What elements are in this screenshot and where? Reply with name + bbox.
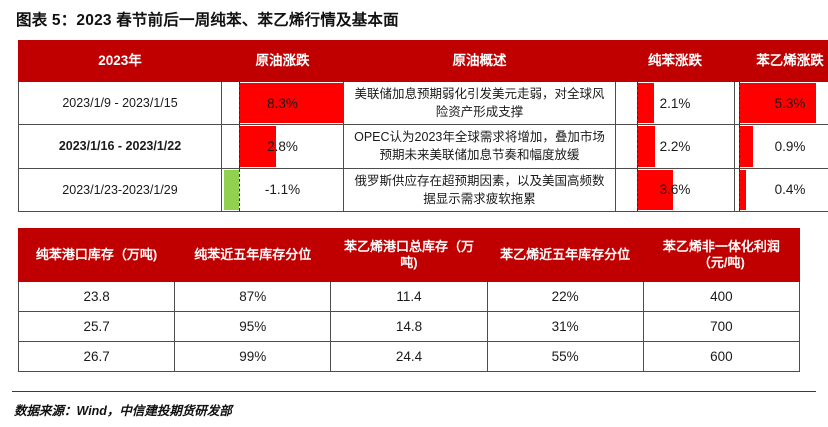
data-bar-benzene	[637, 83, 654, 124]
market-table: 2023年 原油涨跌 原油概述 纯苯涨跌 苯乙烯涨跌 2023/1/9 - 20…	[18, 40, 828, 212]
data-bar-benzene	[637, 126, 655, 167]
data-bar-oil	[238, 83, 343, 124]
column-header-styrene-port-stock: 苯乙烯港口总库存（万吨)	[330, 228, 488, 282]
cell-styrene-5y-quantile: 22%	[486, 281, 644, 312]
data-bar-styrene	[739, 83, 817, 124]
cell-benzene-change: 3.6%	[615, 167, 735, 212]
market-table-header: 2023年 原油涨跌 原油概述 纯苯涨跌 苯乙烯涨跌	[18, 40, 828, 82]
cell-oil-overview: 俄罗斯供应存在超预期因素，以及美国高频数据显示需求疲软拖累	[343, 167, 616, 212]
footer-divider	[12, 391, 816, 392]
bar-axis-line	[739, 169, 741, 211]
fundamentals-table: 纯苯港口库存（万吨) 纯苯近五年库存分位 苯乙烯港口总库存（万吨) 苯乙烯近五年…	[17, 228, 801, 372]
cell-oil-change: 8.3%	[221, 80, 344, 126]
data-bar-styrene	[739, 126, 753, 167]
cell-styrene-port-stock: 11.4	[330, 281, 488, 312]
cell-benzene-5y-quantile: 87%	[174, 281, 332, 312]
column-header-oil-change: 原油涨跌	[221, 40, 344, 82]
fundamentals-table-header: 纯苯港口库存（万吨) 纯苯近五年库存分位 苯乙烯港口总库存（万吨) 苯乙烯近五年…	[17, 228, 801, 282]
cell-styrene-change: 0.9%	[734, 124, 828, 169]
cell-benzene-port-stock: 25.7	[17, 311, 176, 342]
data-bar-styrene	[739, 169, 746, 210]
column-header-styrene-nonintegrated-profit: 苯乙烯非一体化利润（元/吨)	[642, 228, 801, 282]
period-label: 2023/1/9 - 2023/1/15	[62, 96, 178, 111]
cell-styrene-port-stock: 14.8	[330, 311, 488, 342]
table-header-row: 2023年 原油涨跌 原油概述 纯苯涨跌 苯乙烯涨跌	[18, 40, 828, 82]
styrene-change-value: 0.9%	[774, 138, 806, 154]
styrene-change-value: 5.3%	[774, 95, 806, 111]
bar-axis-line	[739, 82, 741, 124]
source-note: 数据来源：Wind，中信建投期货研发部	[14, 404, 232, 418]
oil-overview-text: 美联储加息预期弱化引发美元走弱，对全球风险资产形成支撑	[354, 87, 605, 120]
column-header-benzene-change: 纯苯涨跌	[615, 40, 735, 82]
cell-benzene-port-stock: 23.8	[17, 281, 176, 312]
column-header-benzene-5y-quantile: 纯苯近五年库存分位	[174, 228, 332, 282]
data-bar-oil-negative	[224, 169, 239, 210]
cell-oil-overview: OPEC认为2023年全球需求将增加，叠加市场预期未来美联储加息节奏和幅度放缓	[343, 124, 616, 169]
cell-styrene-change: 5.3%	[734, 80, 828, 126]
fundamentals-table-body: 23.8 87% 11.4 22% 400 25.7 95% 14.8 31% …	[17, 281, 801, 372]
cell-oil-change: -1.1%	[221, 167, 344, 212]
cell-styrene-5y-quantile: 31%	[486, 311, 644, 342]
column-header-oil-overview: 原油概述	[343, 40, 616, 82]
table-header-row: 纯苯港口库存（万吨) 纯苯近五年库存分位 苯乙烯港口总库存（万吨) 苯乙烯近五年…	[17, 228, 801, 282]
cell-oil-overview: 美联储加息预期弱化引发美元走弱，对全球风险资产形成支撑	[343, 80, 616, 126]
oil-overview-text: OPEC认为2023年全球需求将增加，叠加市场预期未来美联储加息节奏和幅度放缓	[354, 130, 605, 163]
column-header-styrene-change: 苯乙烯涨跌	[734, 40, 828, 82]
period-label: 2023/1/16 - 2023/1/22	[58, 139, 182, 154]
column-header-benzene-port-stock: 纯苯港口库存（万吨)	[17, 228, 176, 282]
page-title: 图表 5：2023 春节前后一周纯苯、苯乙烯行情及基本面	[16, 12, 399, 29]
period-label: 2023/1/23-2023/1/29	[62, 182, 178, 197]
benzene-change-value: 2.1%	[659, 95, 691, 111]
data-bar-oil	[238, 126, 277, 167]
bar-axis-line	[739, 125, 741, 167]
styrene-change-value: 0.4%	[774, 182, 806, 198]
cell-benzene-5y-quantile: 99%	[174, 341, 332, 372]
bar-axis-line	[238, 82, 240, 124]
oil-change-value: -1.1%	[264, 182, 301, 198]
benzene-change-value: 2.2%	[659, 138, 691, 154]
oil-change-value: 2.8%	[267, 138, 298, 154]
bar-axis-line	[637, 169, 639, 211]
cell-styrene-change: 0.4%	[734, 167, 828, 212]
bar-axis-line	[238, 125, 240, 167]
table-row: 2023/1/9 - 2023/1/15 8.3% 美联储加息预期弱化引发美元走…	[18, 80, 828, 126]
bar-axis-line	[637, 82, 639, 124]
data-bar-benzene	[637, 169, 673, 210]
benzene-change-value: 3.6%	[659, 182, 691, 198]
cell-styrene-nonintegrated-profit: 400	[642, 281, 801, 312]
cell-period: 2023/1/23-2023/1/29	[18, 167, 222, 212]
column-header-period: 2023年	[18, 40, 222, 82]
cell-styrene-nonintegrated-profit: 700	[642, 311, 801, 342]
cell-benzene-5y-quantile: 95%	[174, 311, 332, 342]
cell-styrene-5y-quantile: 55%	[486, 341, 644, 372]
cell-benzene-port-stock: 26.7	[17, 341, 176, 372]
cell-benzene-change: 2.1%	[615, 80, 735, 126]
cell-period: 2023/1/16 - 2023/1/22	[18, 124, 222, 169]
market-table-body: 2023/1/9 - 2023/1/15 8.3% 美联储加息预期弱化引发美元走…	[18, 80, 828, 212]
bar-axis-line	[238, 169, 240, 211]
table-row: 2023/1/23-2023/1/29 -1.1% 俄罗斯供应存在超预期因素，以…	[18, 167, 828, 212]
column-header-styrene-5y-quantile: 苯乙烯近五年库存分位	[486, 228, 644, 282]
cell-styrene-port-stock: 24.4	[330, 341, 488, 372]
table-row: 2023/1/16 - 2023/1/22 2.8% OPEC认为2023年全球…	[18, 124, 828, 169]
cell-oil-change: 2.8%	[221, 124, 344, 169]
oil-overview-text: 俄罗斯供应存在超预期因素，以及美国高频数据显示需求疲软拖累	[354, 173, 605, 206]
table-row: 23.8 87% 11.4 22% 400	[17, 281, 801, 312]
cell-period: 2023/1/9 - 2023/1/15	[18, 80, 222, 126]
table-row: 25.7 95% 14.8 31% 700	[17, 311, 801, 342]
table-row: 26.7 99% 24.4 55% 600	[17, 341, 801, 372]
cell-benzene-change: 2.2%	[615, 124, 735, 169]
cell-styrene-nonintegrated-profit: 600	[642, 341, 801, 372]
oil-change-value: 8.3%	[267, 95, 298, 111]
bar-axis-line	[637, 125, 639, 167]
